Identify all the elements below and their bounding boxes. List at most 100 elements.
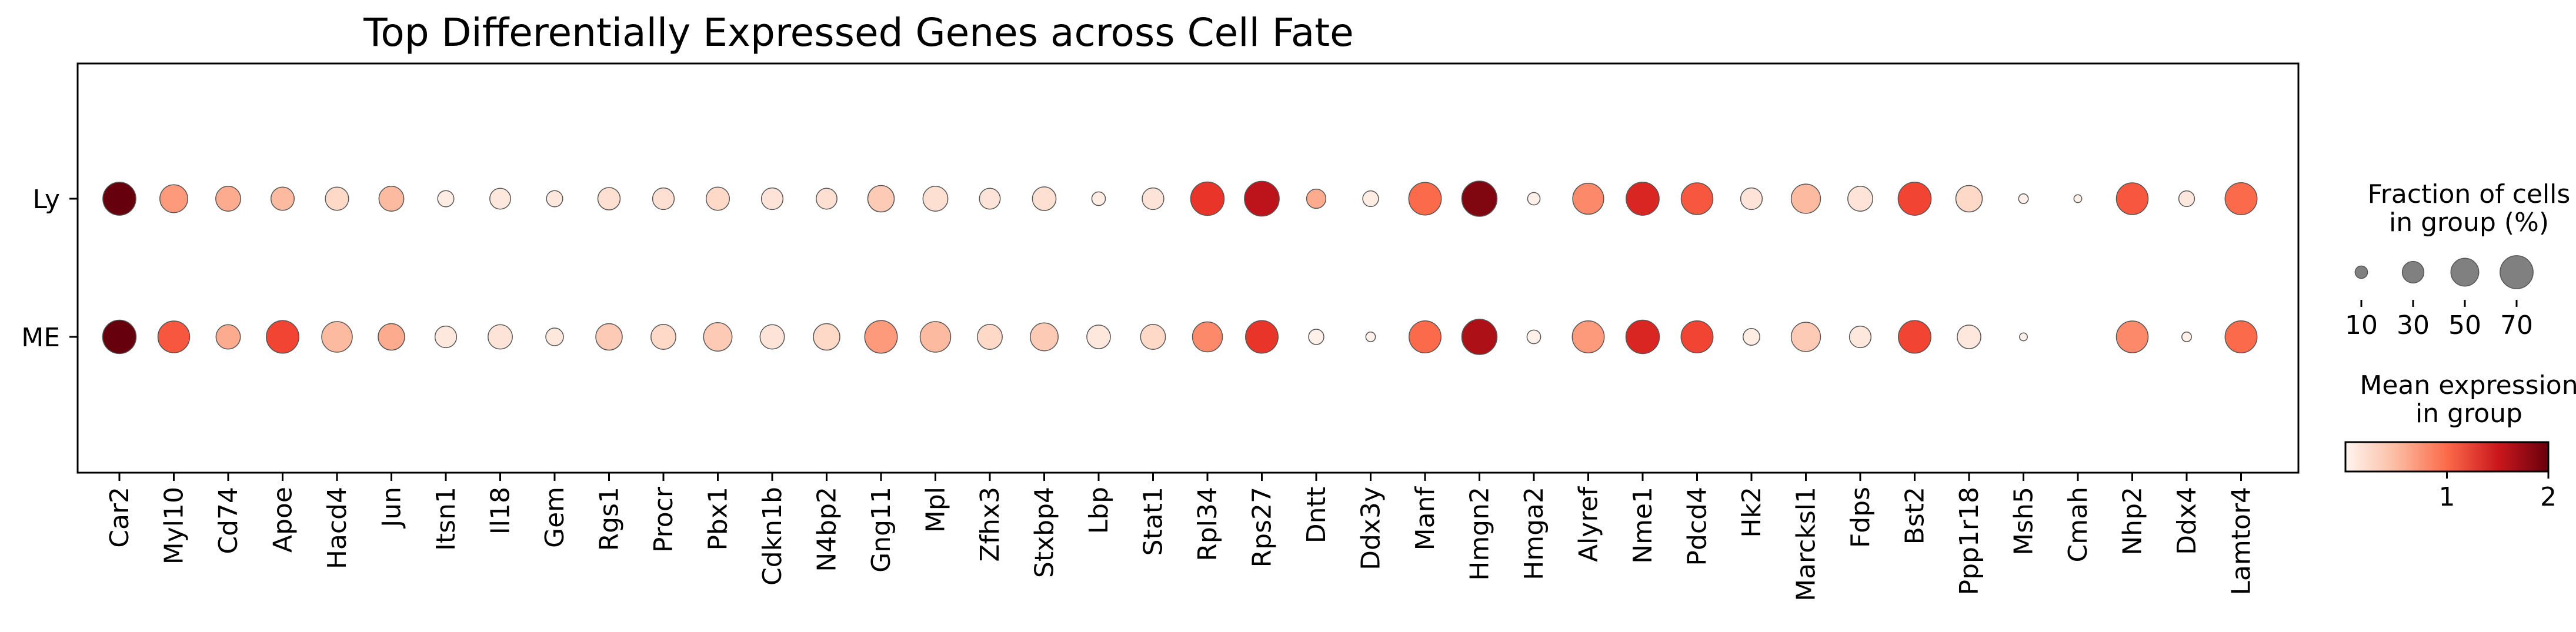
size-legend-title-line1: Fraction of cells xyxy=(2368,179,2571,209)
size-legend-label: 50 xyxy=(2448,310,2481,340)
dot xyxy=(595,323,623,351)
dot xyxy=(1461,180,1498,217)
gene-label: Il18 xyxy=(486,487,516,534)
dot xyxy=(1625,319,1660,355)
gene-label: Jun xyxy=(377,487,407,529)
plot-frame xyxy=(76,62,2300,474)
dot xyxy=(979,188,1001,210)
gene-label: Car2 xyxy=(105,487,135,548)
size-legend-label: 30 xyxy=(2397,310,2430,340)
dots xyxy=(102,180,2258,355)
colorbar-tick-label: 1 xyxy=(2439,482,2455,512)
gene-label: Cmah xyxy=(2063,487,2093,562)
gene-label: Procr xyxy=(649,486,679,553)
size-legend-label: 70 xyxy=(2500,310,2533,340)
dot xyxy=(215,324,241,350)
gene-label: Nhp2 xyxy=(2118,487,2148,556)
gene-label: Ppp1r18 xyxy=(1954,487,1984,595)
dot xyxy=(378,186,405,212)
row-labels: Ly ME xyxy=(21,185,78,353)
chart-title: Top Differentially Expressed Genes acros… xyxy=(363,10,1354,55)
dot xyxy=(1897,182,1932,216)
dot xyxy=(378,323,405,351)
gene-label: Rps27 xyxy=(1247,487,1277,567)
dot xyxy=(816,188,837,210)
dot xyxy=(1408,182,1442,216)
dot xyxy=(157,320,191,353)
gene-label: Marcksl1 xyxy=(1791,487,1821,601)
gene-label: Pbx1 xyxy=(703,487,733,551)
size-legend-items: 10 30 50 70 xyxy=(2345,255,2534,340)
gene-label: Gem xyxy=(540,487,570,548)
gene-label: Rpl34 xyxy=(1193,487,1223,561)
gene-label: Zfhx3 xyxy=(975,487,1005,562)
dot xyxy=(1245,320,1279,354)
size-legend-dot xyxy=(2354,265,2368,279)
gene-label: Cdkn1b xyxy=(758,487,788,586)
dot xyxy=(1790,322,1821,352)
dot xyxy=(437,190,455,208)
gene-label: Ddx3y xyxy=(1356,487,1386,570)
gene-label: Apoe xyxy=(268,487,298,553)
dot xyxy=(1526,329,1541,345)
dot xyxy=(1365,332,1376,342)
dot xyxy=(1571,320,1605,353)
dot xyxy=(1190,181,1225,216)
gene-label: Pdcd4 xyxy=(1683,487,1713,566)
gene-label: Manf xyxy=(1410,486,1440,551)
dot xyxy=(1461,319,1498,355)
dot xyxy=(1527,192,1541,206)
gene-label: Hmga2 xyxy=(1519,487,1549,580)
gene-label: Fdps xyxy=(1846,487,1876,548)
gene-label: Itsn1 xyxy=(431,487,461,551)
gene-label: Cd74 xyxy=(213,487,243,554)
gene-label: Msh5 xyxy=(2009,487,2039,556)
x-axis-ticks: Car2 Myl10 Cd74 Apoe Hacd4 Jun Itsn1 Il18 Gem Rgs… xyxy=(105,473,2257,601)
dot xyxy=(1957,325,1981,349)
gene-label: Hk2 xyxy=(1737,487,1767,538)
dot xyxy=(703,322,733,352)
dot xyxy=(1142,187,1164,210)
gene-label: N4bp2 xyxy=(812,487,842,572)
size-legend-title-line2: in group (%) xyxy=(2389,208,2549,238)
dot xyxy=(102,319,137,355)
dot xyxy=(159,184,188,213)
dot xyxy=(2019,332,2028,342)
dot xyxy=(325,186,349,211)
dot xyxy=(759,324,785,350)
gene-label: Alyref xyxy=(1574,486,1604,562)
dot xyxy=(488,324,513,350)
dot xyxy=(867,185,895,213)
dot xyxy=(1306,188,1327,209)
dot xyxy=(813,323,840,351)
dot xyxy=(489,188,511,210)
dot xyxy=(545,327,564,346)
size-legend-label: 10 xyxy=(2345,310,2378,340)
gene-label: Bst2 xyxy=(1900,487,1930,544)
dot xyxy=(1740,187,1763,210)
gene-label: Myl10 xyxy=(159,487,189,564)
size-legend-dot xyxy=(2401,260,2425,284)
dot xyxy=(1848,325,1872,349)
dot xyxy=(1192,321,1223,353)
gene-label: Gng11 xyxy=(866,487,896,573)
dot xyxy=(1032,186,1057,211)
size-legend: Fraction of cells in group (%) 10 30 50 70 xyxy=(2345,179,2570,340)
dot xyxy=(1790,183,1821,214)
dot xyxy=(2224,182,2258,215)
colorbar xyxy=(2344,441,2550,473)
dot xyxy=(1572,182,1604,215)
dot xyxy=(266,320,299,354)
dot xyxy=(760,187,784,210)
dot xyxy=(102,182,136,216)
gene-label: Ddx4 xyxy=(2172,487,2202,555)
size-legend-dot xyxy=(2450,258,2480,287)
dot xyxy=(1030,322,1059,352)
dot xyxy=(2224,320,2258,353)
gene-label: Hacd4 xyxy=(322,487,352,569)
dot xyxy=(270,186,295,211)
gene-label: Dntt xyxy=(1302,487,1332,543)
dot xyxy=(1847,186,1873,212)
dot xyxy=(2178,190,2195,208)
